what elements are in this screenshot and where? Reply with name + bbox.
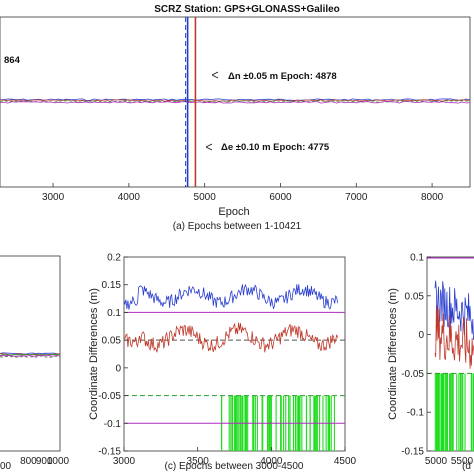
panel-d-ytick-label: -0.1: [407, 408, 425, 419]
panel-d-ytick-label: 0.1: [410, 253, 424, 264]
panel-c-xtick-label: 4500: [334, 456, 357, 467]
panel-a-annotations: Δn ±0.05 m Epoch: 4878 Δe ±0.10 m Epoch:…: [205, 71, 337, 153]
panel-b-xtick-label: 900: [36, 456, 53, 467]
panel-a-series-group: [0, 98, 471, 104]
panel-b-xtick-label: 1000: [47, 456, 70, 467]
panel-c-yticks: 0.2 0.15 0.1 0.05 0 -0.05 -0.1 -0.15: [98, 253, 128, 458]
panel-a-frame: [0, 16, 471, 188]
panel-a-xtick-label: 5000: [194, 192, 217, 203]
panel-b-series-0: [0, 352, 60, 355]
panel-a-series-1: [0, 99, 471, 102]
annotation-dn-arrow: [211, 71, 219, 79]
panel-a-caption: (a) Epochs between 1-10421: [173, 221, 302, 232]
panel-c-series-0: [123, 283, 338, 310]
panel-d: 0.1 0.05 0 -0.05 -0.1 -0.15 5000 5500 Coordina…: [387, 253, 474, 472]
panel-a-clipped-label: 864: [4, 55, 21, 66]
panel-d-xticks: 5000 5500: [425, 456, 474, 467]
annotation-dn: Δn ±0.05 m Epoch: 4878: [228, 71, 337, 82]
panel-b-series-group: [0, 352, 61, 358]
panel-c-content: [123, 283, 345, 451]
panel-b-caption: 00: [0, 461, 12, 472]
panel-c-ytick-label: 0.2: [107, 253, 121, 264]
panel-d-ylabel: Coordinate Differences (m): [387, 288, 399, 420]
panel-c-series-1: [123, 322, 338, 353]
panel-d-xtick-label: 5000: [425, 456, 448, 467]
panel-c-ytick-label: 0: [115, 363, 121, 374]
annotation-de-arrow: [205, 143, 213, 151]
panel-c-ytick-label: -0.15: [98, 447, 121, 458]
panel-a-xtick-label: 7000: [345, 192, 368, 203]
panel-c-xtick-label: 3500: [187, 456, 210, 467]
panel-d-ytick-label: -0.15: [401, 447, 424, 458]
panel-c: 0.2 0.15 0.1 0.05 0 -0.05 -0.1 -0.15 3000 3500 40…: [88, 253, 357, 473]
panel-d-content: [427, 257, 474, 451]
panel-a: SCRZ Station: GPS+GLONASS+Galileo 864 Δn…: [0, 4, 471, 232]
panel-c-ytick-label: 0.05: [102, 336, 122, 347]
panel-a-vlines: [185, 17, 197, 187]
panel-b-series-2: [0, 354, 61, 356]
panel-c-ytick-label: -0.05: [98, 391, 121, 402]
panel-a-xtick-label: 6000: [269, 192, 292, 203]
panel-a-xlabel: Epoch: [218, 206, 249, 218]
annotation-de: Δe ±0.10 m Epoch: 4775: [221, 142, 330, 153]
panel-d-ytick-label: -0.05: [401, 369, 424, 380]
panel-d-yticks: 0.1 0.05 0 -0.05 -0.1 -0.15: [401, 253, 431, 458]
panel-a-title: SCRZ Station: GPS+GLONASS+Galileo: [154, 4, 340, 15]
panel-c-ytick-label: 0.15: [102, 280, 122, 291]
panel-b-series-3: [0, 354, 61, 357]
panel-c-caption: (c) Epochs between 3000-4500: [165, 461, 304, 472]
panel-d-ytick-label: 0.05: [405, 291, 425, 302]
panel-d-series-0: [434, 280, 474, 341]
panel-d-ytick-label: 0: [418, 330, 424, 341]
panel-b-series-4: [0, 355, 61, 358]
panel-a-xtick-label: 3000: [42, 192, 65, 203]
panel-a-series-0: [0, 98, 471, 101]
panel-c-ylabel: Coordinate Differences (m): [88, 288, 100, 420]
panel-d-xtick-label: 5500: [451, 456, 474, 467]
panel-a-xticks: 3000 4000 5000 6000 7000 8000: [42, 183, 444, 203]
panel-b-xtick-label: 800: [20, 456, 37, 467]
panel-c-xtick-label: 4000: [260, 456, 283, 467]
panel-c-xticks: 3000 3500 4000 4500: [113, 447, 357, 467]
panel-a-series-3: [0, 101, 471, 104]
panel-d-caption: (d: [462, 461, 471, 472]
panel-c-ytick-label: -0.1: [104, 419, 122, 430]
panel-a-xtick-label: 4000: [118, 192, 141, 203]
panel-a-xtick-label: 8000: [421, 192, 444, 203]
panel-c-ytick-label: 0.1: [107, 308, 121, 319]
panel-c-xtick-label: 3000: [113, 456, 136, 467]
panel-d-series-1: [434, 304, 474, 369]
